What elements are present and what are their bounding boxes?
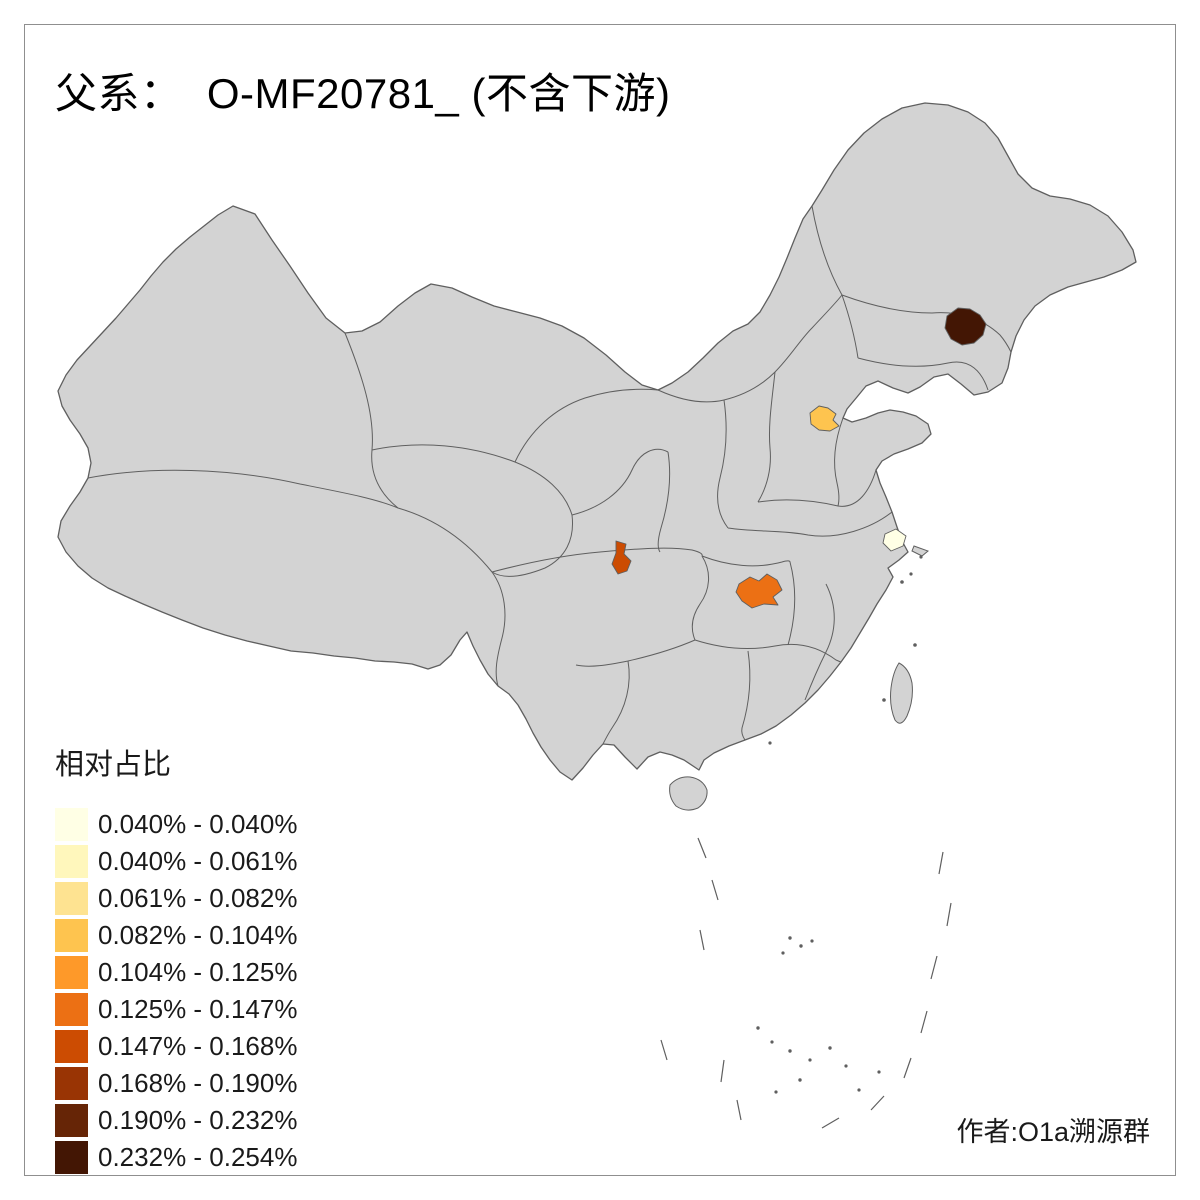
highlighted-region-northeast xyxy=(944,307,987,346)
highlighted-region-east-coast xyxy=(882,528,907,552)
legend-swatch xyxy=(55,1067,88,1100)
south-china-sea xyxy=(660,555,952,1129)
legend-swatch xyxy=(55,845,88,878)
nine-dash-line xyxy=(660,837,952,1129)
legend-item: 0.190% - 0.232% xyxy=(55,1104,297,1137)
legend-label: 0.040% - 0.040% xyxy=(98,809,298,839)
legend-item: 0.104% - 0.125% xyxy=(55,956,297,989)
map-title: 父系： O-MF20781_ (不含下游) xyxy=(55,70,671,117)
legend-label: 0.104% - 0.125% xyxy=(98,957,298,987)
legend-swatch xyxy=(55,1141,88,1174)
highlighted-region-north xyxy=(809,405,840,432)
legend-label: 0.190% - 0.232% xyxy=(98,1105,298,1135)
legend-label: 0.147% - 0.168% xyxy=(98,1031,298,1061)
legend-swatch xyxy=(55,919,88,952)
legend-item: 0.125% - 0.147% xyxy=(55,993,297,1026)
legend-item: 0.147% - 0.168% xyxy=(55,1030,297,1063)
author-credit: 作者:O1a溯源群 xyxy=(956,1117,1150,1147)
legend-swatch xyxy=(55,882,88,915)
taiwan-island xyxy=(890,662,913,724)
legend-swatch xyxy=(55,1104,88,1137)
legend-label: 0.061% - 0.082% xyxy=(98,883,298,913)
legend-swatch xyxy=(55,993,88,1026)
highlighted-regions xyxy=(611,307,987,609)
legend-item: 0.232% - 0.254% xyxy=(55,1141,297,1174)
highlighted-region-central-south xyxy=(735,573,783,609)
islet-dots xyxy=(756,555,923,1094)
china-mainland-outline xyxy=(57,102,1137,781)
legend-items: 0.040% - 0.040% 0.040% - 0.061% 0.061% -… xyxy=(55,808,297,1174)
islands xyxy=(669,545,929,811)
legend-item: 0.040% - 0.061% xyxy=(55,845,297,878)
legend-title: 相对占比 xyxy=(55,749,172,781)
legend-item: 0.061% - 0.082% xyxy=(55,882,297,915)
legend-swatch xyxy=(55,956,88,989)
legend-label: 0.082% - 0.104% xyxy=(98,920,298,950)
legend-item: 0.168% - 0.190% xyxy=(55,1067,297,1100)
legend-swatch xyxy=(55,808,88,841)
mainland xyxy=(57,102,1137,781)
legend-item: 0.040% - 0.040% xyxy=(55,808,297,841)
legend-label: 0.232% - 0.254% xyxy=(98,1142,298,1172)
legend: 相对占比 0.040% - 0.040% 0.040% - 0.061% 0.0… xyxy=(55,748,297,1178)
hainan-island xyxy=(669,776,708,811)
province-borders xyxy=(87,205,1012,745)
legend-label: 0.125% - 0.147% xyxy=(98,994,298,1024)
legend-swatch xyxy=(55,1030,88,1063)
legend-label: 0.168% - 0.190% xyxy=(98,1068,298,1098)
legend-item: 0.082% - 0.104% xyxy=(55,919,297,952)
legend-label: 0.040% - 0.061% xyxy=(98,846,298,876)
highlighted-region-southwest xyxy=(611,540,632,575)
chongming-island xyxy=(911,545,929,557)
